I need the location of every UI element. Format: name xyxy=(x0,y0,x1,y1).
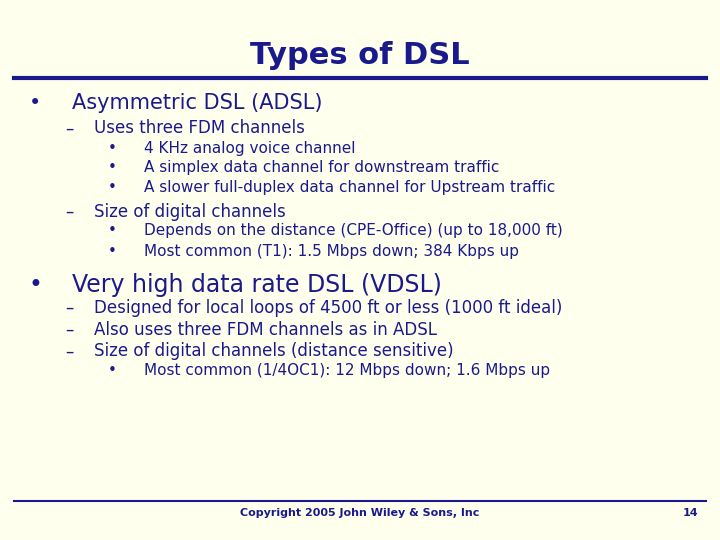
Text: •: • xyxy=(108,141,117,156)
Text: –: – xyxy=(65,342,73,360)
Text: –: – xyxy=(65,299,73,317)
Text: Size of digital channels: Size of digital channels xyxy=(94,202,285,220)
Text: A slower full-duplex data channel for Upstream traffic: A slower full-duplex data channel for Up… xyxy=(144,180,555,195)
Text: Most common (1/4OC1): 12 Mbps down; 1.6 Mbps up: Most common (1/4OC1): 12 Mbps down; 1.6 … xyxy=(144,363,550,378)
Text: Copyright 2005 John Wiley & Sons, Inc: Copyright 2005 John Wiley & Sons, Inc xyxy=(240,508,480,518)
Text: Also uses three FDM channels as in ADSL: Also uses three FDM channels as in ADSL xyxy=(94,321,436,339)
Text: 14: 14 xyxy=(683,508,698,518)
Text: •: • xyxy=(108,160,117,176)
Text: –: – xyxy=(65,119,73,137)
Text: •: • xyxy=(29,93,41,113)
Text: Very high data rate DSL (VDSL): Very high data rate DSL (VDSL) xyxy=(72,273,442,297)
Text: •: • xyxy=(29,273,42,297)
Text: –: – xyxy=(65,202,73,220)
Text: Most common (T1): 1.5 Mbps down; 384 Kbps up: Most common (T1): 1.5 Mbps down; 384 Kbp… xyxy=(144,244,519,259)
Text: Size of digital channels (distance sensitive): Size of digital channels (distance sensi… xyxy=(94,342,453,360)
Text: Types of DSL: Types of DSL xyxy=(250,40,470,70)
Text: •: • xyxy=(108,363,117,378)
Text: A simplex data channel for downstream traffic: A simplex data channel for downstream tr… xyxy=(144,160,500,176)
Text: Uses three FDM channels: Uses three FDM channels xyxy=(94,119,305,137)
Text: –: – xyxy=(65,321,73,339)
Text: Designed for local loops of 4500 ft or less (1000 ft ideal): Designed for local loops of 4500 ft or l… xyxy=(94,299,562,317)
Text: •: • xyxy=(108,244,117,259)
Text: Depends on the distance (CPE-Office) (up to 18,000 ft): Depends on the distance (CPE-Office) (up… xyxy=(144,223,563,238)
Text: Asymmetric DSL (ADSL): Asymmetric DSL (ADSL) xyxy=(72,93,323,113)
Text: •: • xyxy=(108,180,117,195)
Text: •: • xyxy=(108,223,117,238)
Text: 4 KHz analog voice channel: 4 KHz analog voice channel xyxy=(144,141,356,156)
